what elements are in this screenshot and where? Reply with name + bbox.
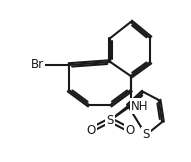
Text: O: O [125, 123, 134, 137]
Text: O: O [86, 123, 96, 137]
Text: Br: Br [31, 58, 44, 71]
Text: S: S [107, 114, 114, 127]
Text: S: S [142, 128, 150, 141]
Text: NH: NH [131, 99, 148, 112]
